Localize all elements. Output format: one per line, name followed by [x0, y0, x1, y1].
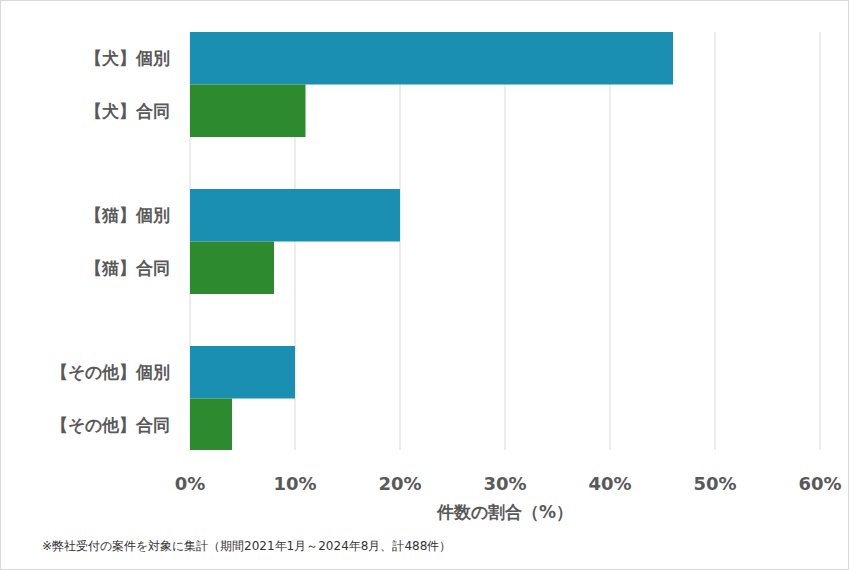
grid-line — [505, 32, 506, 450]
x-ticks: 0% 10% 20% 30% 40% 50% 60% — [175, 473, 842, 494]
grid — [190, 32, 820, 450]
x-axis-label: 件数の割合（%） — [436, 502, 573, 522]
tick-label: 10% — [273, 473, 316, 494]
chart-frame — [1, 1, 849, 570]
bar — [190, 189, 400, 242]
tick-label: 30% — [483, 473, 526, 494]
chart-svg: 0% 10% 20% 30% 40% 50% 60% 【犬】個別【犬】合同【猫】個別【猫】合同… — [0, 0, 849, 570]
bar — [190, 242, 274, 295]
bar — [190, 346, 295, 399]
category-label: 【猫】合同 — [85, 258, 170, 278]
category-label: 【犬】合同 — [85, 101, 170, 121]
tick-label: 40% — [588, 473, 631, 494]
bar — [190, 399, 232, 451]
category-label: 【その他】合同 — [51, 415, 170, 435]
annotation: ※弊社受付の案件を対象に集計（期間2021年1月～2024年8月、計488件） — [42, 539, 451, 553]
tick-label: 0% — [175, 473, 206, 494]
bar — [190, 85, 306, 138]
tick-label: 50% — [693, 473, 736, 494]
category-label: 【猫】個別 — [85, 205, 170, 225]
grid-line — [610, 32, 611, 450]
category-label: 【犬】個別 — [85, 48, 170, 68]
category-label: 【その他】個別 — [51, 362, 170, 382]
bars — [190, 32, 673, 450]
bar — [190, 32, 673, 85]
grid-line — [715, 32, 716, 450]
tick-label: 60% — [798, 473, 841, 494]
y-labels: 【犬】個別【犬】合同【猫】個別【猫】合同【その他】個別【その他】合同 — [51, 48, 170, 435]
tick-label: 20% — [378, 473, 421, 494]
chart-container: 0% 10% 20% 30% 40% 50% 60% 【犬】個別【犬】合同【猫】個別【猫】合同… — [0, 0, 849, 570]
grid-line — [820, 32, 821, 450]
